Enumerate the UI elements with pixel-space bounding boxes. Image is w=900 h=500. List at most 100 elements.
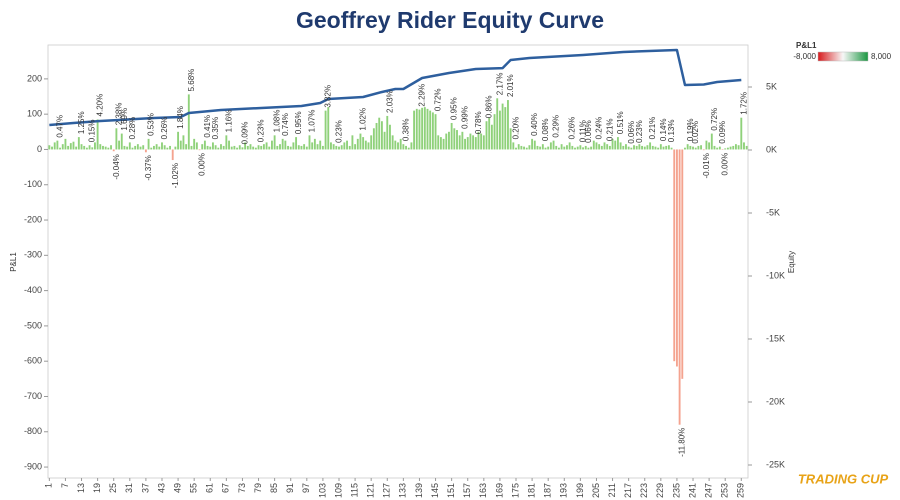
bar	[289, 146, 292, 150]
bar	[67, 145, 70, 150]
bar	[212, 142, 214, 150]
data-label: 1.07%	[308, 110, 317, 133]
data-label: -0.01%	[702, 153, 711, 178]
bar	[195, 142, 198, 150]
bar	[330, 142, 332, 150]
data-label: 0.72%	[710, 108, 719, 131]
bar	[303, 144, 306, 150]
x-tick-label: 103	[317, 483, 327, 498]
bar	[426, 108, 429, 150]
data-label: 0.13%	[667, 120, 676, 143]
bar	[405, 145, 407, 150]
data-label: 0.11%	[578, 120, 587, 142]
bar	[246, 145, 249, 150]
bar	[391, 135, 394, 150]
bar	[174, 146, 177, 150]
bar	[311, 142, 314, 150]
data-label: 0.23%	[257, 120, 266, 143]
bar	[466, 137, 469, 150]
bar	[413, 110, 416, 150]
bar	[380, 121, 383, 150]
bar	[48, 145, 51, 150]
bar	[155, 144, 158, 150]
data-label: 0.86%	[485, 96, 494, 119]
x-tick-label: 169	[494, 483, 504, 498]
bar	[346, 140, 348, 150]
x-tick-label: 31	[124, 483, 134, 493]
bar	[118, 140, 121, 150]
data-label: 0.29%	[552, 115, 561, 138]
bar	[96, 119, 99, 150]
bar	[61, 144, 64, 150]
bar	[279, 144, 281, 150]
x-tick-label: 127	[382, 483, 392, 498]
bar	[230, 146, 233, 150]
bar	[367, 142, 370, 150]
bar	[249, 144, 252, 150]
bar	[389, 124, 391, 150]
bar	[295, 137, 298, 150]
data-label: 0.47%	[55, 115, 64, 138]
bar	[372, 128, 375, 150]
bar	[177, 131, 180, 150]
x-tick-label: 223	[639, 483, 649, 498]
bar	[265, 142, 268, 150]
bar	[635, 145, 638, 150]
y-tick-label: -400	[24, 285, 42, 295]
y2-tick-label: -15K	[766, 333, 785, 343]
bar	[338, 146, 340, 150]
bar	[705, 140, 708, 150]
bar	[276, 145, 279, 150]
bar	[694, 147, 697, 150]
bar	[627, 146, 630, 150]
data-label: 5.68%	[187, 69, 196, 92]
bar	[726, 147, 729, 150]
x-tick-label: 205	[591, 483, 601, 498]
bar	[525, 147, 528, 150]
x-tick-label: 115	[349, 483, 359, 497]
x-tick-label: 73	[237, 483, 247, 493]
data-label: 0.20%	[511, 117, 520, 140]
bar	[482, 135, 485, 150]
bar	[284, 140, 287, 150]
x-tick-label: 121	[366, 483, 376, 498]
bar	[700, 145, 703, 150]
legend-title: P&L1	[796, 41, 817, 50]
data-label: 0.21%	[605, 118, 614, 141]
bar	[474, 137, 477, 150]
x-tick-label: 139	[414, 483, 424, 498]
bar	[206, 145, 209, 150]
data-label: 0.06%	[584, 120, 593, 143]
x-tick-label: 79	[253, 483, 263, 493]
bar	[657, 147, 660, 150]
bar	[501, 103, 504, 150]
bar	[75, 146, 78, 150]
bar	[104, 146, 107, 150]
y-tick-label: 0	[37, 144, 42, 154]
bar	[228, 140, 230, 150]
y2-tick-label: -20K	[766, 396, 785, 406]
bar	[563, 146, 566, 150]
bar	[93, 142, 96, 150]
bar	[557, 147, 560, 150]
bar	[139, 146, 142, 150]
bar	[305, 146, 308, 150]
bar	[217, 147, 220, 150]
bar	[348, 145, 351, 150]
bar	[442, 138, 445, 150]
bar	[364, 140, 367, 150]
x-tick-label: 253	[720, 483, 730, 498]
y2-tick-label: -5K	[766, 207, 780, 217]
bar	[362, 137, 365, 150]
data-label: -1.02%	[171, 163, 180, 188]
bar	[547, 146, 550, 150]
bar	[343, 142, 346, 150]
bar	[659, 144, 662, 150]
bar	[308, 135, 311, 150]
data-label: 2.17%	[495, 73, 504, 96]
data-label: 0.95%	[294, 111, 303, 134]
logo: TRADING CUP	[798, 471, 889, 486]
data-label: 2.38%	[115, 103, 124, 126]
bar	[99, 144, 102, 150]
bar	[651, 145, 654, 150]
